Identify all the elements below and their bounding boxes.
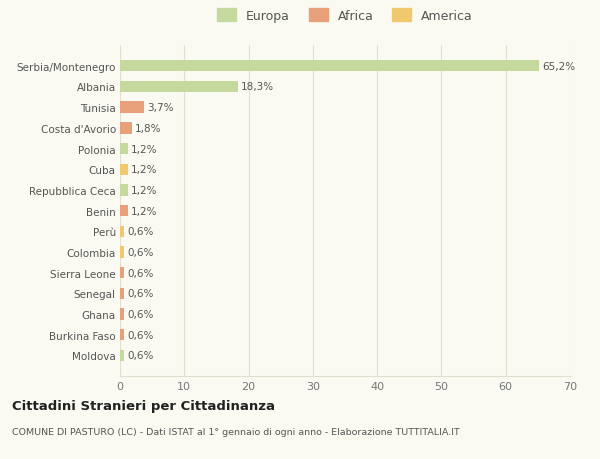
Text: 1,2%: 1,2% — [131, 165, 157, 175]
Bar — [120, 288, 124, 299]
Bar — [120, 226, 124, 237]
Text: 1,8%: 1,8% — [135, 123, 161, 134]
Bar — [120, 330, 124, 341]
Bar — [120, 350, 124, 361]
Text: 0,6%: 0,6% — [127, 330, 154, 340]
Legend: Europa, Africa, America: Europa, Africa, America — [214, 6, 476, 27]
Text: 0,6%: 0,6% — [127, 351, 154, 361]
Bar — [120, 268, 124, 279]
Bar — [120, 164, 128, 175]
Bar — [120, 102, 144, 113]
Text: COMUNE DI PASTURO (LC) - Dati ISTAT al 1° gennaio di ogni anno - Elaborazione TU: COMUNE DI PASTURO (LC) - Dati ISTAT al 1… — [12, 427, 460, 436]
Text: 0,6%: 0,6% — [127, 268, 154, 278]
Bar — [120, 123, 131, 134]
Bar — [120, 247, 124, 258]
Text: 65,2%: 65,2% — [542, 62, 575, 72]
Bar — [120, 206, 128, 217]
Text: 1,2%: 1,2% — [131, 144, 157, 154]
Bar — [120, 82, 238, 93]
Text: 0,6%: 0,6% — [127, 289, 154, 299]
Text: 1,2%: 1,2% — [131, 206, 157, 216]
Text: 18,3%: 18,3% — [241, 82, 274, 92]
Text: 0,6%: 0,6% — [127, 247, 154, 257]
Text: 1,2%: 1,2% — [131, 185, 157, 196]
Bar — [120, 309, 124, 320]
Bar — [120, 144, 128, 155]
Bar — [120, 185, 128, 196]
Text: 0,6%: 0,6% — [127, 227, 154, 237]
Bar — [120, 61, 539, 72]
Text: 3,7%: 3,7% — [147, 103, 173, 113]
Text: Cittadini Stranieri per Cittadinanza: Cittadini Stranieri per Cittadinanza — [12, 399, 275, 412]
Text: 0,6%: 0,6% — [127, 309, 154, 319]
